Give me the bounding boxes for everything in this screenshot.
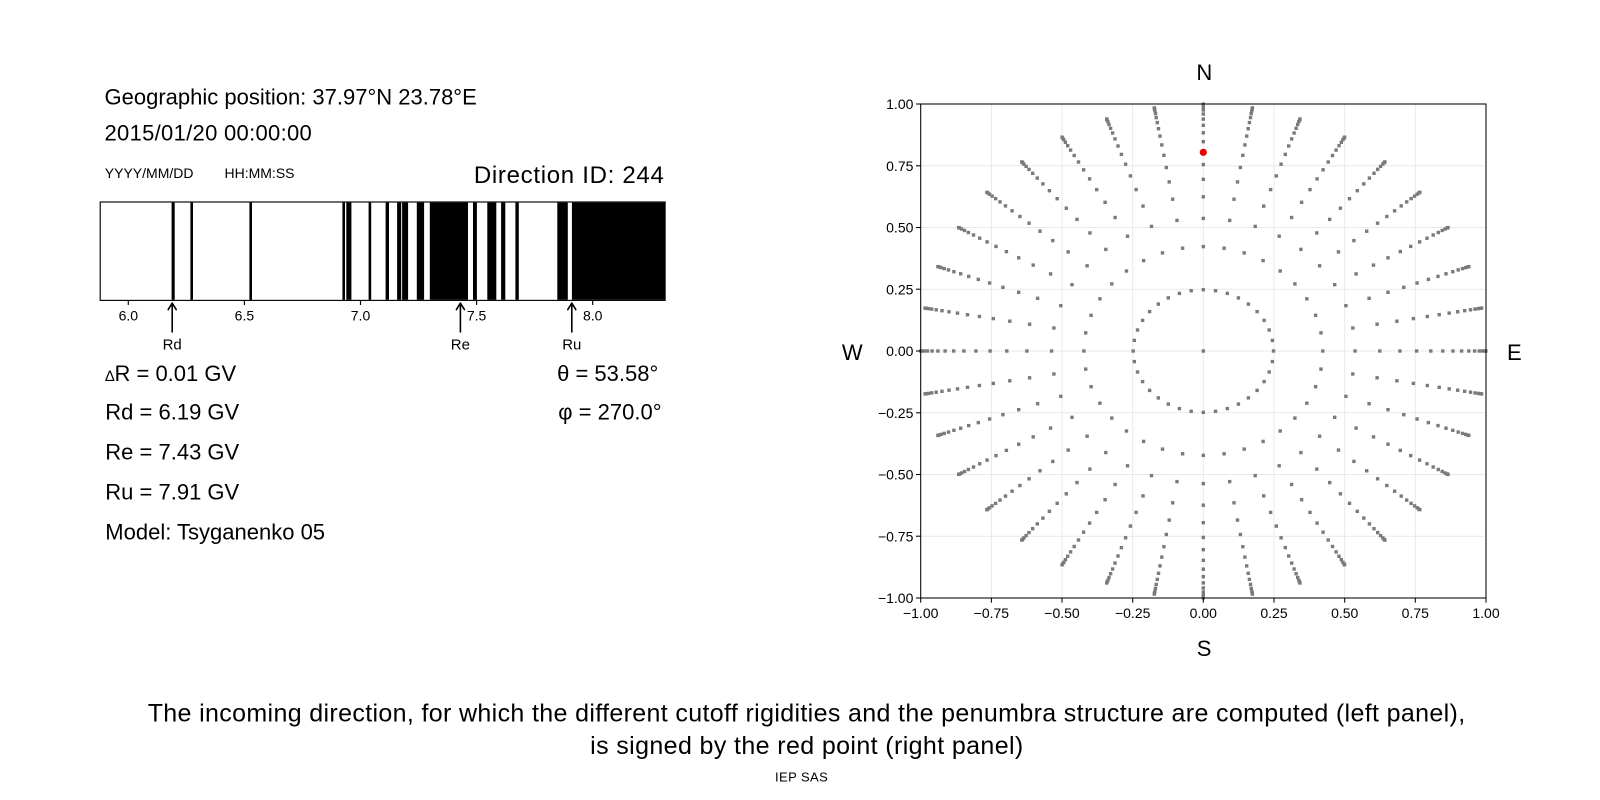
svg-text:Rd: Rd xyxy=(163,337,182,354)
svg-text:−1.00: −1.00 xyxy=(903,605,939,621)
svg-text:IEP SAS: IEP SAS xyxy=(775,770,828,785)
svg-text:−0.50: −0.50 xyxy=(1044,605,1080,621)
svg-text:Ru: Ru xyxy=(562,337,581,354)
svg-text:6.0: 6.0 xyxy=(119,307,139,323)
svg-text:The incoming direction, for wh: The incoming direction, for which the di… xyxy=(148,699,1466,727)
svg-text:is signed by the red point (ri: is signed by the red point (right panel) xyxy=(590,732,1024,760)
svg-text:0.25: 0.25 xyxy=(1260,605,1287,621)
svg-text:Direction ID: 244: Direction ID: 244 xyxy=(474,162,665,189)
svg-text:7.0: 7.0 xyxy=(351,307,371,323)
svg-text:−0.25: −0.25 xyxy=(878,405,914,421)
svg-text:0.75: 0.75 xyxy=(1402,605,1429,621)
svg-text:0.75: 0.75 xyxy=(886,158,913,174)
svg-text:∆R = 0.01 GV: ∆R = 0.01 GV xyxy=(105,361,236,386)
svg-text:0.25: 0.25 xyxy=(886,281,913,297)
svg-text:6.5: 6.5 xyxy=(235,307,255,323)
svg-text:1.00: 1.00 xyxy=(886,96,913,112)
svg-text:YYYY/MM/DD: YYYY/MM/DD xyxy=(105,165,194,181)
svg-text:−0.25: −0.25 xyxy=(1115,605,1151,621)
svg-text:N: N xyxy=(1196,60,1212,85)
svg-text:1.00: 1.00 xyxy=(1472,605,1499,621)
svg-text:0.00: 0.00 xyxy=(886,343,913,359)
svg-text:HH:MM:SS: HH:MM:SS xyxy=(225,165,295,181)
svg-text:Re: Re xyxy=(451,337,470,354)
svg-text:Rd = 6.19 GV: Rd = 6.19 GV xyxy=(105,399,239,424)
svg-text:Geographic position: 37.97°N 2: Geographic position: 37.97°N 23.78°E xyxy=(105,85,477,110)
svg-text:7.5: 7.5 xyxy=(467,307,487,323)
svg-text:E: E xyxy=(1507,340,1522,365)
svg-text:2015/01/20 00:00:00: 2015/01/20 00:00:00 xyxy=(105,121,313,146)
svg-text:−0.75: −0.75 xyxy=(878,528,914,544)
svg-text:8.0: 8.0 xyxy=(583,307,603,323)
svg-text:0.50: 0.50 xyxy=(886,220,913,236)
svg-text:−1.00: −1.00 xyxy=(878,590,914,606)
svg-text:−0.50: −0.50 xyxy=(878,467,914,483)
svg-text:Model: Tsyganenko 05: Model: Tsyganenko 05 xyxy=(105,520,325,545)
svg-text:W: W xyxy=(842,340,863,365)
svg-text:−0.75: −0.75 xyxy=(974,605,1010,621)
svg-text:φ = 270.0°: φ = 270.0° xyxy=(558,399,661,424)
svg-text:Ru = 7.91 GV: Ru = 7.91 GV xyxy=(105,479,239,504)
svg-text:0.50: 0.50 xyxy=(1331,605,1358,621)
svg-text:0.00: 0.00 xyxy=(1190,605,1217,621)
svg-text:S: S xyxy=(1197,636,1212,661)
svg-text:Re = 7.43 GV: Re = 7.43 GV xyxy=(105,439,239,464)
svg-text:θ = 53.58°: θ = 53.58° xyxy=(557,361,658,386)
